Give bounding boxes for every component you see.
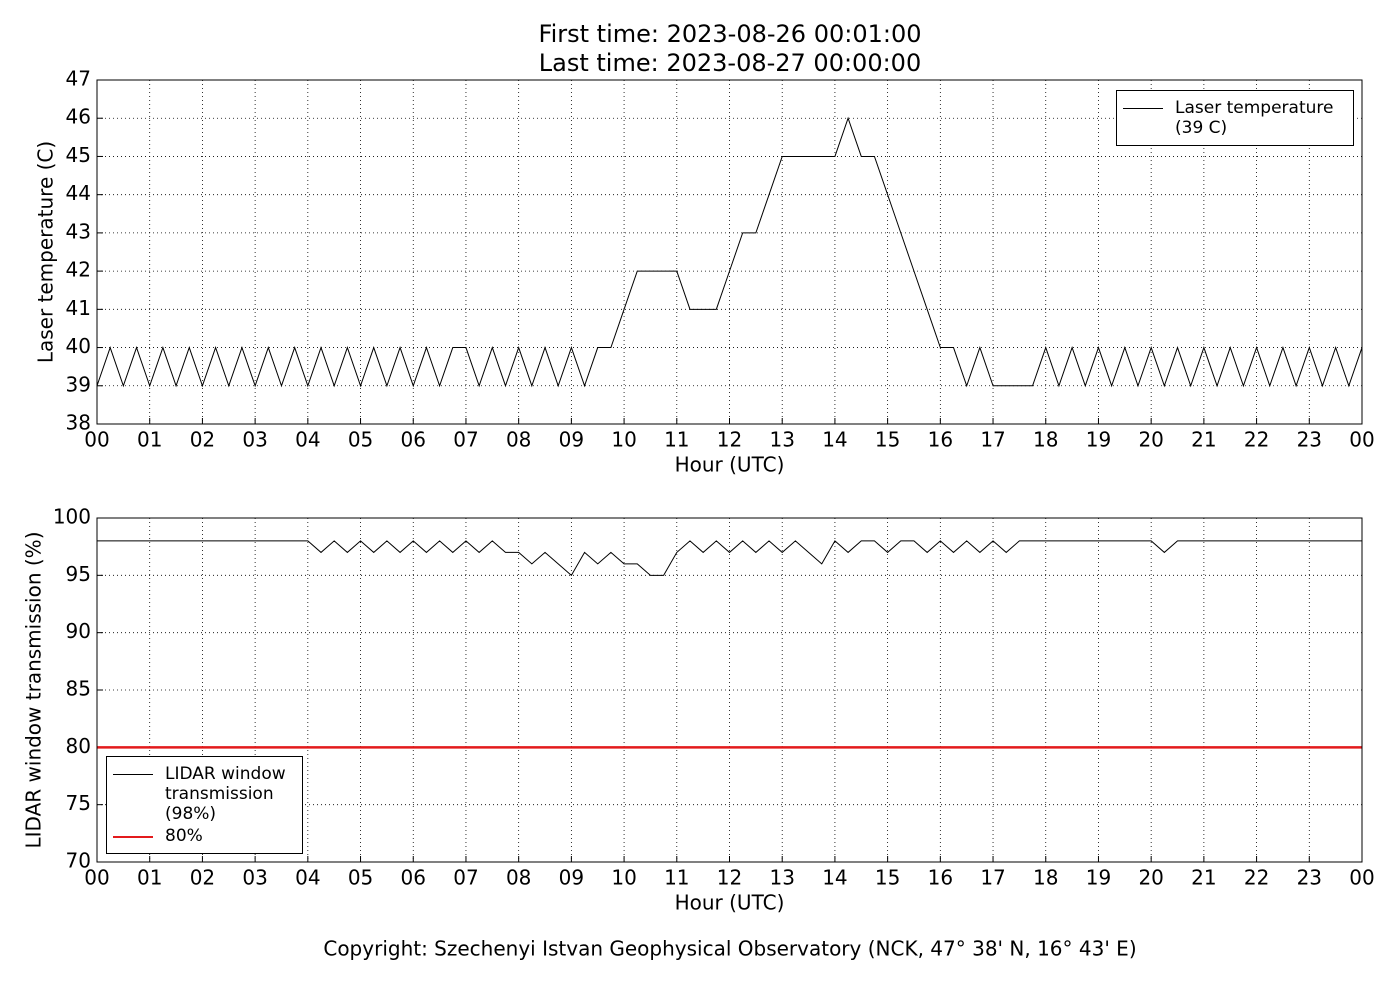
plot-frame [96, 517, 1363, 863]
legend: Laser temperature (39 C) [1116, 90, 1354, 146]
y-tick-label: 45 [66, 143, 91, 167]
x-tick-label: 14 [822, 866, 847, 890]
legend-entry: Laser temperature (39 C) [1123, 98, 1347, 138]
plot-frame [96, 79, 1363, 425]
legend-swatch [1123, 108, 1163, 109]
x-tick-label: 18 [1033, 428, 1058, 452]
x-tick-label: 19 [1086, 866, 1111, 890]
x-tick-label: 23 [1297, 866, 1322, 890]
legend-entry: LIDAR window transmission (98%) [113, 764, 296, 824]
legend-label: LIDAR window transmission (98%) [165, 764, 286, 824]
footer: Copyright: Szechenyi Istvan Geophysical … [323, 937, 1136, 961]
x-tick-label: 17 [980, 428, 1005, 452]
x-tick-label: 22 [1244, 428, 1269, 452]
x-tick-label: 21 [1191, 428, 1216, 452]
x-tick-label: 00 [1349, 428, 1374, 452]
x-tick-label: 00 [84, 428, 109, 452]
y-tick-label: 75 [66, 791, 91, 815]
x-axis-label: Hour (UTC) [675, 453, 785, 477]
y-tick-label: 44 [66, 181, 91, 205]
legend-label: Laser temperature (39 C) [1175, 98, 1334, 138]
x-tick-label: 12 [717, 428, 742, 452]
x-tick-label: 04 [295, 428, 320, 452]
y-tick-label: 85 [66, 677, 91, 701]
y-tick-label: 47 [66, 67, 91, 91]
y-tick-label: 40 [66, 334, 91, 358]
x-tick-label: 07 [453, 428, 478, 452]
x-tick-label: 18 [1033, 866, 1058, 890]
title-line: First time: 2023-08-26 00:01:00 [539, 20, 922, 48]
y-tick-label: 70 [66, 849, 91, 873]
x-tick-label: 19 [1086, 428, 1111, 452]
x-tick-label: 03 [242, 428, 267, 452]
x-tick-label: 06 [401, 866, 426, 890]
x-tick-label: 00 [1349, 866, 1374, 890]
y-tick-label: 42 [66, 258, 91, 282]
x-tick-label: 04 [295, 866, 320, 890]
x-tick-label: 12 [717, 866, 742, 890]
x-tick-label: 01 [137, 866, 162, 890]
x-tick-label: 13 [769, 866, 794, 890]
x-tick-label: 16 [928, 866, 953, 890]
x-tick-label: 10 [611, 428, 636, 452]
x-tick-label: 07 [453, 866, 478, 890]
x-tick-label: 23 [1297, 428, 1322, 452]
x-tick-label: 08 [506, 866, 531, 890]
x-tick-label: 20 [1138, 866, 1163, 890]
x-tick-label: 21 [1191, 866, 1216, 890]
x-tick-label: 08 [506, 428, 531, 452]
legend-entry: 80% [113, 826, 296, 846]
y-tick-label: 41 [66, 296, 91, 320]
x-tick-label: 05 [348, 428, 373, 452]
y-axis-label: Laser temperature (C) [34, 141, 58, 363]
x-tick-label: 14 [822, 428, 847, 452]
x-tick-label: 06 [401, 428, 426, 452]
series-line [97, 116, 1362, 388]
x-tick-label: 02 [190, 428, 215, 452]
x-axis-label: Hour (UTC) [675, 891, 785, 915]
x-tick-label: 15 [875, 428, 900, 452]
y-axis-label: LIDAR window transmission (%) [22, 532, 46, 849]
legend-swatch [113, 836, 153, 838]
y-tick-label: 39 [66, 372, 91, 396]
x-tick-label: 20 [1138, 428, 1163, 452]
x-tick-label: 01 [137, 428, 162, 452]
x-tick-label: 11 [664, 866, 689, 890]
x-tick-label: 13 [769, 428, 794, 452]
y-tick-label: 100 [53, 505, 91, 529]
x-tick-label: 15 [875, 866, 900, 890]
x-tick-label: 17 [980, 866, 1005, 890]
y-tick-label: 38 [66, 411, 91, 435]
x-tick-label: 11 [664, 428, 689, 452]
legend-label: 80% [165, 826, 203, 846]
x-tick-label: 02 [190, 866, 215, 890]
y-tick-label: 46 [66, 105, 91, 129]
x-tick-label: 22 [1244, 866, 1269, 890]
legend: LIDAR window transmission (98%) 80% [106, 756, 303, 854]
title-line: Last time: 2023-08-27 00:00:00 [539, 49, 921, 77]
x-tick-label: 10 [611, 866, 636, 890]
x-tick-label: 09 [559, 866, 584, 890]
y-tick-label: 43 [66, 219, 91, 243]
x-tick-label: 16 [928, 428, 953, 452]
x-tick-label: 09 [559, 428, 584, 452]
y-tick-label: 90 [66, 619, 91, 643]
x-tick-label: 00 [84, 866, 109, 890]
y-tick-label: 80 [66, 734, 91, 758]
x-tick-label: 05 [348, 866, 373, 890]
legend-swatch [113, 774, 153, 775]
series-line [97, 540, 1362, 577]
y-tick-label: 95 [66, 562, 91, 586]
x-tick-label: 03 [242, 866, 267, 890]
